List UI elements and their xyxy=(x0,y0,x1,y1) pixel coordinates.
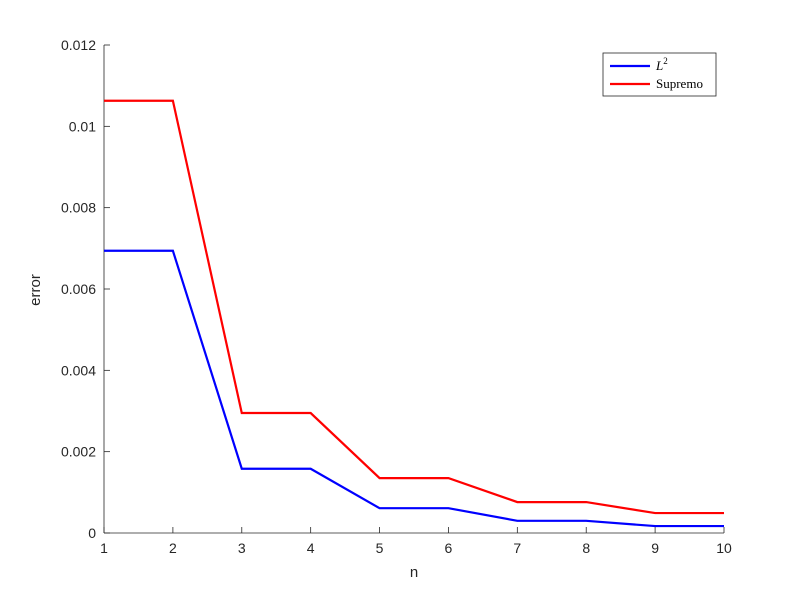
x-tick-label: 1 xyxy=(100,540,108,556)
x-tick-label: 5 xyxy=(376,540,384,556)
y-tick-label: 0 xyxy=(88,525,96,541)
legend-label-supremo: Supremo xyxy=(656,76,703,91)
y-tick-label: 0.006 xyxy=(61,281,96,297)
x-tick-label: 2 xyxy=(169,540,177,556)
x-axis-label: n xyxy=(410,564,418,581)
y-tick-label: 0.008 xyxy=(61,200,96,216)
series-group xyxy=(104,99,724,528)
series-line-supremo xyxy=(104,99,724,515)
x-tick-label: 4 xyxy=(307,540,315,556)
y-axis-label: error xyxy=(27,274,44,306)
legend-box xyxy=(602,52,717,97)
x-tick-label: 7 xyxy=(513,540,521,556)
x-tick-label: 10 xyxy=(716,540,732,556)
y-tick-label: 0.004 xyxy=(61,362,96,378)
legend-label-l2: L2 xyxy=(655,56,668,73)
x-tick-label: 6 xyxy=(445,540,453,556)
y-ticks: 0 0.002 0.004 0.006 0.008 0.01 0.012 xyxy=(61,37,110,541)
x-ticks: 1 2 3 4 5 6 7 8 9 10 xyxy=(100,527,732,556)
axes xyxy=(103,45,724,534)
x-tick-label: 3 xyxy=(238,540,246,556)
y-tick-label: 0.01 xyxy=(69,118,96,134)
y-tick-label: 0.012 xyxy=(61,37,96,53)
x-tick-label: 9 xyxy=(651,540,659,556)
y-tick-label: 0.002 xyxy=(61,444,96,460)
x-tick-label: 8 xyxy=(582,540,590,556)
legend: L2 Supremo xyxy=(602,52,717,97)
series-line-l2 xyxy=(104,249,724,528)
